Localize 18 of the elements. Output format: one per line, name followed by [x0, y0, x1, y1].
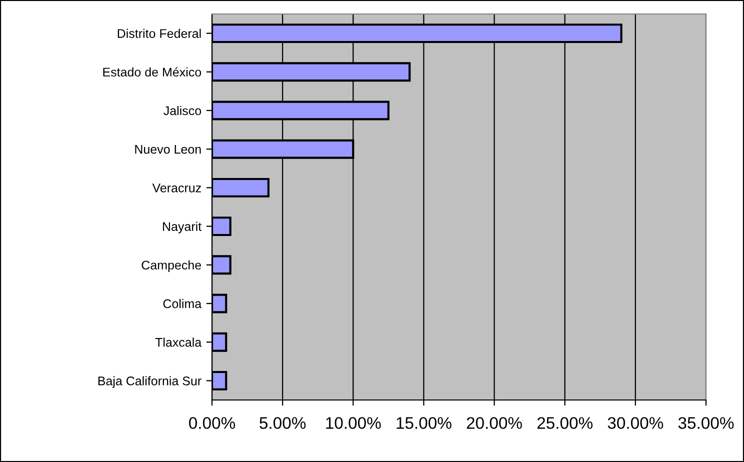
x-tick-label: 15.00% [396, 417, 452, 429]
y-tick-label: Veracruz [152, 184, 201, 192]
y-tick-label: Colima [163, 298, 202, 308]
x-tick-label: 10.00% [326, 417, 381, 429]
y-tick-label: Tlaxcala [155, 338, 202, 347]
x-tick-label: 0.00% [189, 417, 236, 429]
y-tick-label: Jalisco [164, 106, 202, 116]
x-tick-label: 5.00% [260, 417, 306, 429]
x-tick-label: 25.00% [537, 417, 593, 429]
y-tick-label: Estado de México [103, 67, 202, 77]
y-tick-label: Distrito Federal [118, 28, 201, 38]
y-tick-label: Nuevo Leon [135, 145, 201, 154]
y-tick-label: Nayarit [163, 222, 202, 234]
x-tick-label: 30.00% [608, 417, 664, 429]
y-tick-label: Baja California Sur [98, 376, 202, 388]
x-tick-label: 35.00% [678, 417, 734, 429]
x-tick-label: 20.00% [466, 417, 522, 429]
y-tick-label: Campeche [142, 260, 202, 272]
